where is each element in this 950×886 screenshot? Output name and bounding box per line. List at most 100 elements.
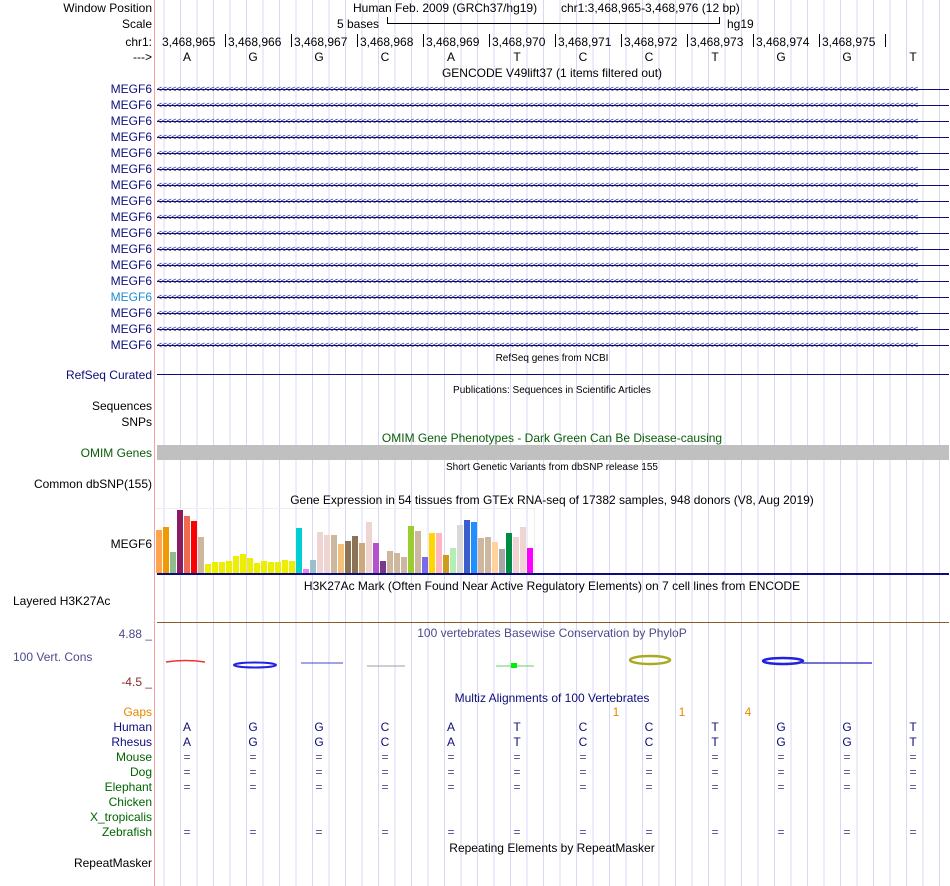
gtex-bar[interactable] <box>415 531 421 573</box>
gtex-bar[interactable] <box>331 535 337 573</box>
gtex-bar[interactable] <box>268 562 274 573</box>
gene-label[interactable]: MEGF6 <box>110 194 152 208</box>
species-label[interactable]: Rhesus <box>111 735 152 749</box>
omim-label[interactable]: OMIM Genes <box>80 446 152 460</box>
gene-line[interactable] <box>157 105 949 106</box>
gtex-bar[interactable] <box>184 515 190 573</box>
gene-line[interactable] <box>157 89 949 90</box>
gtex-bar[interactable] <box>219 562 225 573</box>
gtex-bar[interactable] <box>401 556 407 573</box>
gtex-bar[interactable] <box>177 509 183 573</box>
species-label[interactable]: Mouse <box>115 750 152 764</box>
gene-label[interactable]: MEGF6 <box>110 114 152 128</box>
gtex-bar[interactable] <box>163 527 169 573</box>
dbsnp-label[interactable]: Common dbSNP(155) <box>33 477 152 491</box>
gtex-bar[interactable] <box>492 542 498 573</box>
gtex-bar[interactable] <box>520 526 526 573</box>
gtex-bar[interactable] <box>310 559 316 573</box>
gtex-label[interactable]: MEGF6 <box>110 537 152 551</box>
gtex-bar[interactable] <box>282 559 288 573</box>
gtex-bar[interactable] <box>359 543 365 573</box>
gene-line[interactable] <box>157 185 949 186</box>
gene-line[interactable] <box>157 153 949 154</box>
gtex-bar[interactable] <box>296 528 302 573</box>
gene-line[interactable] <box>157 281 949 282</box>
gtex-bar[interactable] <box>226 560 232 573</box>
gtex-bar[interactable] <box>422 556 428 573</box>
gtex-bar[interactable] <box>261 560 267 573</box>
gene-label[interactable]: MEGF6 <box>110 242 152 256</box>
gene-line[interactable] <box>157 297 949 298</box>
gtex-bar[interactable] <box>170 551 176 573</box>
gene-line[interactable] <box>157 233 949 234</box>
gtex-bar[interactable] <box>394 552 400 573</box>
gene-label[interactable]: MEGF6 <box>110 322 152 336</box>
gtex-bar[interactable] <box>352 536 358 573</box>
gtex-bar[interactable] <box>506 533 512 573</box>
gtex-bar[interactable] <box>457 524 463 573</box>
gene-line[interactable] <box>157 201 949 202</box>
gene-line[interactable] <box>157 121 949 122</box>
omim-feature-bar[interactable] <box>157 445 949 460</box>
cons-graph[interactable] <box>0 650 950 675</box>
gtex-bar[interactable] <box>233 555 239 573</box>
pubs-sequences-label[interactable]: Sequences <box>91 399 152 413</box>
species-label[interactable]: Elephant <box>104 780 152 794</box>
gene-label[interactable]: MEGF6 <box>110 130 152 144</box>
gtex-bar[interactable] <box>366 521 372 573</box>
gtex-bar[interactable] <box>408 525 414 573</box>
species-label[interactable]: Chicken <box>108 795 152 809</box>
gene-line[interactable] <box>157 345 949 346</box>
repeatmasker-label[interactable]: RepeatMasker <box>73 856 152 870</box>
gtex-bar[interactable] <box>156 530 162 573</box>
gtex-bar[interactable] <box>450 547 456 573</box>
gtex-bar[interactable] <box>275 562 281 573</box>
gene-label[interactable]: MEGF6 <box>110 274 152 288</box>
gtex-bar[interactable] <box>527 547 533 573</box>
pubs-snps-label[interactable]: SNPs <box>121 415 152 429</box>
gtex-bar[interactable] <box>254 563 260 573</box>
gtex-bar[interactable] <box>205 563 211 573</box>
gtex-bar[interactable] <box>478 538 484 573</box>
gene-label[interactable]: MEGF6 <box>110 162 152 176</box>
gtex-bar[interactable] <box>247 558 253 573</box>
gene-label[interactable]: MEGF6 <box>110 306 152 320</box>
gtex-bar[interactable] <box>443 554 449 573</box>
gene-line[interactable] <box>157 249 949 250</box>
gtex-bar[interactable] <box>338 544 344 573</box>
gtex-bar[interactable] <box>212 561 218 573</box>
refseq-label[interactable]: RefSeq Curated <box>65 368 152 382</box>
h3k27ac-label[interactable]: Layered H3K27Ac <box>13 594 111 608</box>
gene-label[interactable]: MEGF6 <box>110 338 152 352</box>
gene-label[interactable]: MEGF6 <box>110 98 152 112</box>
gtex-bar[interactable] <box>240 554 246 573</box>
gene-line[interactable] <box>157 217 949 218</box>
gtex-bar[interactable] <box>380 560 386 573</box>
gtex-bar[interactable] <box>464 519 470 573</box>
gtex-bar[interactable] <box>324 535 330 573</box>
gtex-bar[interactable] <box>499 548 505 573</box>
gtex-bar[interactable] <box>373 543 379 573</box>
species-label[interactable]: Dog <box>129 765 152 779</box>
gtex-bar[interactable] <box>303 569 309 573</box>
gtex-bar[interactable] <box>345 541 351 573</box>
species-label[interactable]: Human <box>113 720 152 734</box>
gtex-bar[interactable] <box>191 520 197 573</box>
gene-label[interactable]: MEGF6 <box>110 258 152 272</box>
gene-line[interactable] <box>157 313 949 314</box>
gtex-bar[interactable] <box>289 560 295 573</box>
gtex-bar[interactable] <box>317 532 323 573</box>
refseq-gene[interactable] <box>157 374 949 375</box>
gtex-bar[interactable] <box>429 533 435 573</box>
gene-label[interactable]: MEGF6 <box>110 146 152 160</box>
species-label[interactable]: X_tropicalis <box>89 810 152 824</box>
gene-label[interactable]: MEGF6 <box>110 290 152 304</box>
cons-label[interactable]: 100 Vert. Cons <box>13 650 93 664</box>
gtex-bar[interactable] <box>387 550 393 573</box>
gtex-bar[interactable] <box>471 521 477 573</box>
species-label[interactable]: Zebrafish <box>101 825 152 839</box>
gtex-bar[interactable] <box>198 537 204 573</box>
gene-line[interactable] <box>157 137 949 138</box>
gene-line[interactable] <box>157 329 949 330</box>
